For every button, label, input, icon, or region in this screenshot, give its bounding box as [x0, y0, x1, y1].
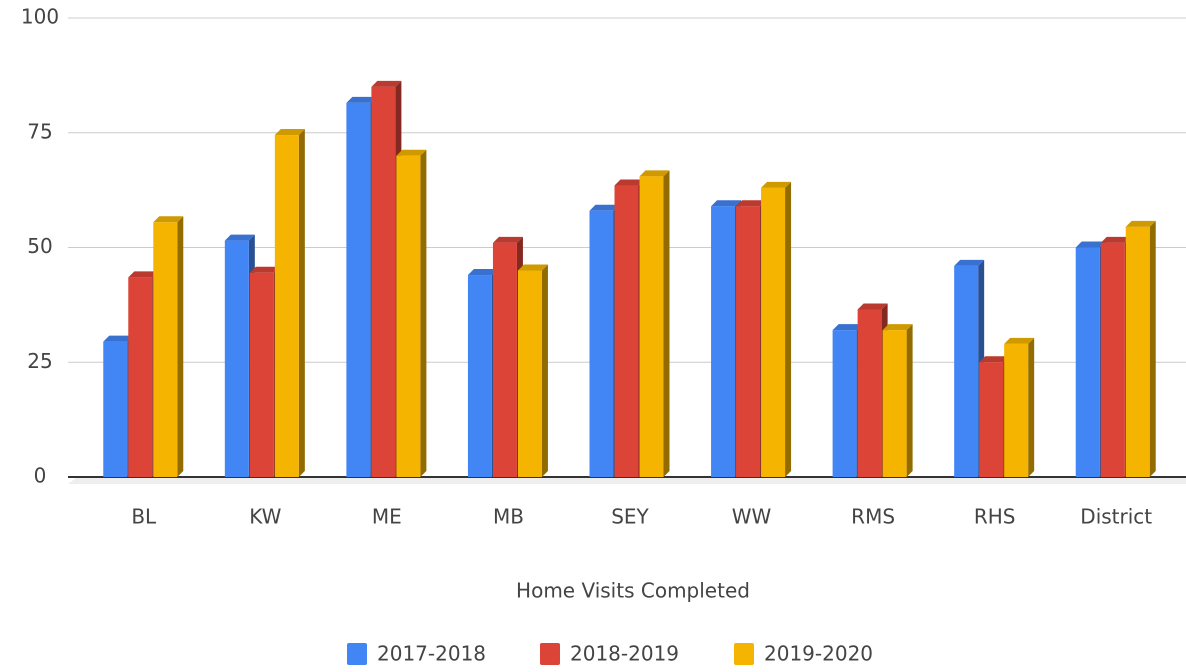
bar-top — [467, 269, 498, 276]
bar — [639, 176, 664, 478]
bar-top — [711, 200, 742, 207]
bar-top — [249, 266, 280, 273]
x-tick-label: SEY — [611, 505, 649, 529]
bar-top — [274, 129, 305, 136]
legend-label: 2019-2020 — [764, 642, 873, 666]
x-tick-label: RHS — [974, 505, 1016, 529]
bar — [736, 206, 761, 477]
y-tick-label: 50 — [27, 234, 52, 258]
x-tick-label: MB — [493, 505, 524, 529]
x-tick-label: ME — [372, 505, 402, 529]
floor — [68, 478, 1186, 484]
bar-side — [785, 181, 792, 477]
bar-top — [128, 271, 159, 278]
bar — [467, 275, 492, 477]
bar-side — [663, 170, 670, 478]
bar-top — [832, 324, 863, 331]
legend-label: 2017-2018 — [377, 642, 486, 666]
bar — [882, 330, 907, 477]
bar — [1004, 343, 1029, 477]
bar-top — [396, 149, 427, 156]
bar — [517, 270, 542, 477]
bar — [492, 242, 517, 477]
bar — [224, 240, 249, 477]
bar-top — [371, 80, 402, 87]
x-tick-label: District — [1080, 505, 1152, 529]
bar — [274, 135, 299, 478]
bar — [1075, 247, 1100, 477]
bar — [589, 210, 614, 477]
bar-top — [492, 236, 523, 243]
legend-swatch — [734, 643, 754, 665]
bar — [128, 277, 153, 477]
bar — [153, 222, 178, 477]
bar — [761, 187, 786, 477]
y-tick-label: 0 — [34, 464, 47, 488]
bar-side — [1149, 220, 1156, 477]
bar-side — [541, 264, 548, 477]
bar-top — [103, 335, 134, 342]
bar-side — [177, 216, 184, 477]
bar-top — [761, 181, 792, 188]
bar-top — [517, 264, 548, 271]
bar-top — [882, 324, 913, 331]
bar-top — [614, 179, 645, 186]
bar-top — [589, 204, 620, 211]
bar — [1125, 226, 1150, 477]
bar — [371, 86, 396, 477]
bar-top — [639, 170, 670, 177]
bar-top — [857, 303, 888, 310]
bar-top — [736, 200, 767, 207]
legend-label: 2018-2019 — [570, 642, 679, 666]
y-tick-label: 75 — [27, 119, 52, 143]
x-tick-label: BL — [131, 505, 157, 529]
bar — [249, 272, 274, 477]
bar-side — [1028, 337, 1035, 477]
bar-top — [954, 259, 985, 266]
bar-top — [346, 96, 377, 103]
bar-top — [153, 216, 184, 223]
x-tick-label: KW — [249, 505, 281, 529]
bar — [103, 341, 128, 477]
bar — [396, 155, 421, 477]
bar-top — [979, 356, 1010, 363]
bar — [346, 102, 371, 477]
bar-top — [1100, 236, 1131, 243]
bar — [832, 330, 857, 477]
x-tick-label: RMS — [851, 505, 895, 529]
y-tick-label: 25 — [27, 349, 52, 373]
bar-side — [420, 149, 427, 477]
bar-side — [906, 324, 913, 477]
bar-top — [1075, 241, 1106, 248]
bar-top — [1004, 337, 1035, 344]
bar-top — [1125, 220, 1156, 227]
y-tick-label: 100 — [21, 5, 59, 29]
legend-swatch — [347, 643, 367, 665]
bar — [979, 362, 1004, 477]
bar — [711, 206, 736, 477]
bar — [1100, 242, 1125, 477]
x-axis-title: Home Visits Completed — [516, 579, 750, 603]
bar — [614, 185, 639, 477]
bar-side — [298, 129, 305, 478]
legend-swatch — [540, 643, 560, 665]
x-tick-label: WW — [732, 505, 772, 529]
bar-top — [224, 234, 255, 241]
bar — [954, 265, 979, 477]
bar — [857, 309, 882, 477]
